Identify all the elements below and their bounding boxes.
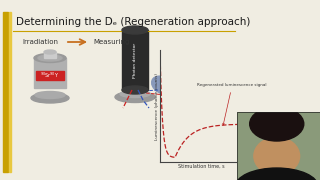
Ellipse shape [34,53,66,62]
Text: Regenerated luminescence signal: Regenerated luminescence signal [197,83,267,125]
Ellipse shape [163,92,181,108]
Bar [34,58,66,88]
Ellipse shape [38,55,62,61]
Ellipse shape [115,91,155,102]
Ellipse shape [122,86,148,94]
Bar [36,71,64,80]
Ellipse shape [120,91,150,98]
Bar [9,12,11,172]
Ellipse shape [44,50,56,54]
Y-axis label: Luminescence (photon counts): Luminescence (photon counts) [155,73,159,140]
Ellipse shape [235,168,318,180]
Ellipse shape [250,107,304,141]
Bar [44,52,56,58]
Ellipse shape [254,137,300,175]
Ellipse shape [122,26,148,34]
Text: Measuring: Measuring [93,39,129,45]
Ellipse shape [35,91,65,98]
Text: Irradiation: Irradiation [22,39,58,45]
Text: Determining the Dₑ (Regeneration approach): Determining the Dₑ (Regeneration approac… [16,17,250,27]
X-axis label: Stimulation time, s: Stimulation time, s [178,163,225,168]
Bar [122,30,148,90]
Text: $^{90}$Sr$^{90}$Y: $^{90}$Sr$^{90}$Y [40,71,60,80]
Text: Photon detector: Photon detector [133,42,137,78]
Bar [3,12,8,172]
Ellipse shape [31,93,69,103]
Ellipse shape [152,76,172,94]
